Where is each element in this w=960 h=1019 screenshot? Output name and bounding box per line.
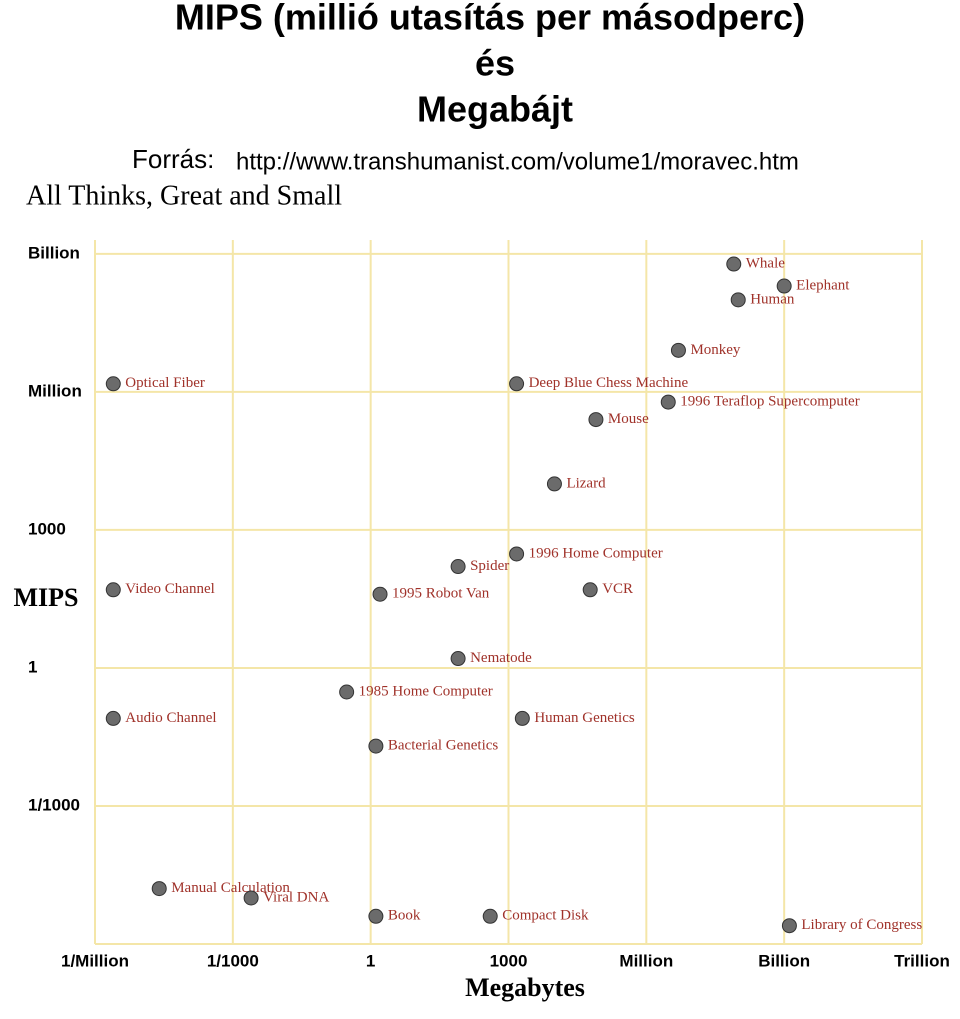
point xyxy=(243,890,259,906)
y-tick-label: 1000 xyxy=(28,519,66,538)
x-tick-label: 1000 xyxy=(490,951,528,970)
point xyxy=(450,651,466,667)
point xyxy=(450,559,466,575)
point xyxy=(372,586,388,602)
header-title: MIPS (millió utasítás per másodperc) xyxy=(175,0,805,38)
header-title: Megabájt xyxy=(417,89,573,130)
point xyxy=(660,394,676,410)
point-label: Audio Channel xyxy=(125,710,216,726)
x-tick-label: 1 xyxy=(366,951,375,970)
point-label: Elephant xyxy=(796,277,850,293)
point-label: Library of Congress xyxy=(801,917,922,933)
point-label: Book xyxy=(388,908,421,924)
point-label: Human xyxy=(750,291,795,307)
point xyxy=(781,918,797,934)
point-label: 1995 Robot Van xyxy=(392,586,490,602)
plot: 1/Million 1/1000 1 1000 Million Billion Trilli… xyxy=(28,240,950,970)
point xyxy=(514,710,530,726)
point-label: 1996 Teraflop Supercomputer xyxy=(680,394,859,410)
point-label: Lizard xyxy=(566,475,606,491)
y-tick-label: Million xyxy=(28,381,82,400)
header-title: és xyxy=(475,43,515,84)
chart-title: All Thinks, Great and Small xyxy=(26,180,342,211)
x-tick-label: Million xyxy=(619,951,673,970)
point-label: 1996 Home Computer xyxy=(529,545,663,561)
x-tick-label: 1/Million xyxy=(61,951,129,970)
y-axis-label: MIPS xyxy=(14,583,79,612)
point-label: Optical Fiber xyxy=(125,375,205,391)
point-label: Manual Calculation xyxy=(171,880,290,896)
point xyxy=(509,546,525,562)
point xyxy=(546,476,562,492)
source-url: http://www.transhumanist.com/volume1/mor… xyxy=(236,148,799,175)
y-tick-label: Billion xyxy=(28,243,80,262)
point-label: VCR xyxy=(602,581,633,597)
point xyxy=(730,292,746,308)
point-label: Whale xyxy=(746,255,785,271)
point-label: Deep Blue Chess Machine xyxy=(529,375,689,391)
x-tick-label: Trillion xyxy=(894,951,950,970)
point xyxy=(151,881,167,897)
point xyxy=(105,710,121,726)
point-label: Bacterial Genetics xyxy=(388,738,499,754)
source-label: Forrás: xyxy=(132,144,214,174)
y-tick-label: 1 xyxy=(28,657,37,676)
point xyxy=(509,376,525,392)
point xyxy=(339,684,355,700)
point-label: Compact Disk xyxy=(502,908,589,924)
point xyxy=(105,582,121,598)
point xyxy=(776,278,792,294)
point-label: Human Genetics xyxy=(534,710,635,726)
y-tick-label: 1/1000 xyxy=(28,795,80,814)
point-label: Monkey xyxy=(690,342,740,358)
point-label: Mouse xyxy=(608,411,649,427)
x-axis-label: Megabytes xyxy=(465,973,585,1002)
point xyxy=(482,908,498,924)
x-tick-label: Billion xyxy=(758,951,810,970)
point xyxy=(105,376,121,392)
x-tick-label: 1/1000 xyxy=(207,951,259,970)
point xyxy=(582,582,598,598)
point-label: Video Channel xyxy=(125,581,215,597)
point xyxy=(726,256,742,272)
point-label: Viral DNA xyxy=(263,889,329,905)
point xyxy=(368,738,384,754)
point-label: Spider xyxy=(470,558,509,574)
point xyxy=(368,908,384,924)
point xyxy=(588,412,604,428)
point xyxy=(670,342,686,358)
point-label: Nematode xyxy=(470,650,532,666)
point-label: 1985 Home Computer xyxy=(359,683,493,699)
